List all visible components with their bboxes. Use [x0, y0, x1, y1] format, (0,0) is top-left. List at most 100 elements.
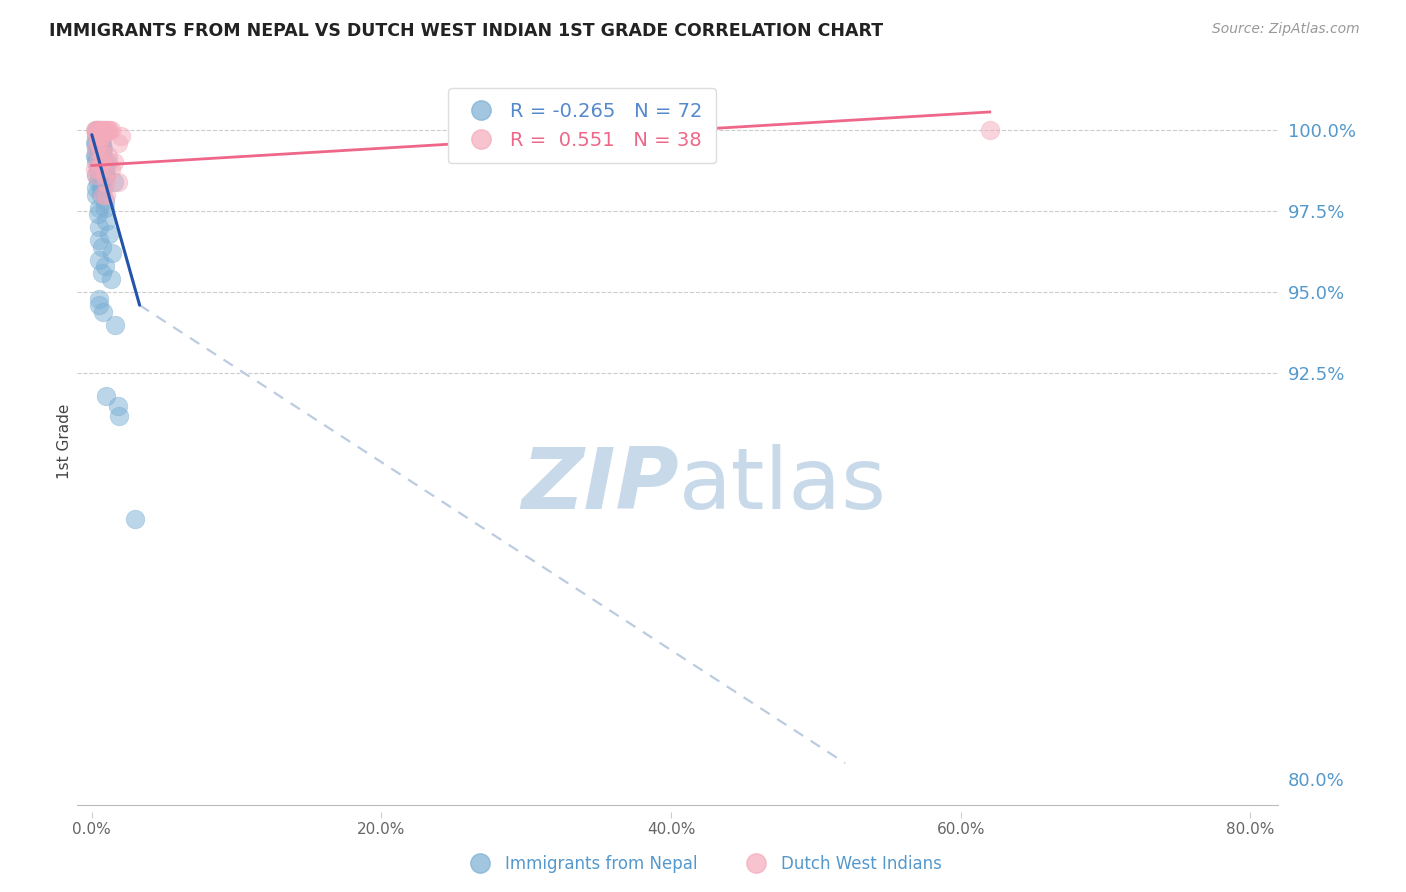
Point — [96, 187, 118, 202]
Point — [86, 155, 108, 169]
Point — [84, 142, 107, 156]
Point — [87, 136, 110, 150]
Point — [84, 155, 107, 169]
Point — [89, 123, 111, 137]
Point — [87, 220, 110, 235]
Point — [83, 149, 105, 163]
Point — [84, 129, 107, 144]
Point — [84, 123, 107, 137]
Point — [979, 123, 1001, 137]
Point — [89, 142, 111, 156]
Point — [103, 175, 125, 189]
Point — [87, 233, 110, 247]
Point — [104, 318, 127, 332]
Point — [89, 181, 111, 195]
Point — [86, 207, 108, 221]
Point — [96, 175, 118, 189]
Point — [94, 161, 117, 176]
Point — [96, 389, 118, 403]
Point — [97, 149, 120, 163]
Point — [87, 298, 110, 312]
Text: atlas: atlas — [679, 444, 886, 527]
Point — [87, 123, 110, 137]
Point — [93, 155, 115, 169]
Point — [96, 213, 118, 227]
Point — [84, 187, 107, 202]
Point — [94, 259, 117, 273]
Point — [87, 142, 110, 156]
Point — [96, 123, 118, 137]
Point — [86, 129, 108, 144]
Point — [89, 149, 111, 163]
Point — [86, 136, 108, 150]
Point — [91, 129, 114, 144]
Point — [87, 129, 110, 144]
Point — [100, 272, 122, 286]
Point — [84, 142, 107, 156]
Point — [87, 155, 110, 169]
Point — [91, 142, 114, 156]
Point — [89, 136, 111, 150]
Point — [87, 136, 110, 150]
Point — [91, 123, 114, 137]
Point — [97, 155, 120, 169]
Point — [89, 155, 111, 169]
Point — [97, 123, 120, 137]
Point — [87, 168, 110, 182]
Point — [91, 161, 114, 176]
Point — [98, 123, 121, 137]
Point — [87, 129, 110, 144]
Point — [83, 161, 105, 176]
Point — [86, 136, 108, 150]
Point — [87, 149, 110, 163]
Point — [91, 136, 114, 150]
Text: ZIP: ZIP — [520, 444, 679, 527]
Point — [100, 123, 122, 137]
Text: IMMIGRANTS FROM NEPAL VS DUTCH WEST INDIAN 1ST GRADE CORRELATION CHART: IMMIGRANTS FROM NEPAL VS DUTCH WEST INDI… — [49, 22, 883, 40]
Point — [84, 168, 107, 182]
Point — [87, 252, 110, 267]
Point — [107, 136, 129, 150]
Point — [84, 129, 107, 144]
Point — [86, 155, 108, 169]
Point — [93, 175, 115, 189]
Point — [83, 123, 105, 137]
Legend: Immigrants from Nepal, Dutch West Indians: Immigrants from Nepal, Dutch West Indian… — [457, 848, 949, 880]
Point — [86, 161, 108, 176]
Point — [124, 512, 146, 526]
Point — [87, 123, 110, 137]
Point — [84, 123, 107, 137]
Point — [108, 409, 131, 423]
Point — [84, 136, 107, 150]
Point — [93, 187, 115, 202]
Point — [93, 181, 115, 195]
Point — [98, 227, 121, 241]
Point — [93, 123, 115, 137]
Point — [93, 304, 115, 318]
Point — [87, 292, 110, 306]
Point — [83, 136, 105, 150]
Text: Source: ZipAtlas.com: Source: ZipAtlas.com — [1212, 22, 1360, 37]
Point — [91, 155, 114, 169]
Point — [89, 142, 111, 156]
Point — [94, 168, 117, 182]
Point — [87, 161, 110, 176]
Point — [89, 129, 111, 144]
Point — [91, 266, 114, 280]
Point — [86, 142, 108, 156]
Point — [91, 168, 114, 182]
Point — [89, 187, 111, 202]
Point — [84, 168, 107, 182]
Point — [87, 161, 110, 176]
Point — [107, 175, 129, 189]
Point — [91, 149, 114, 163]
Point — [86, 175, 108, 189]
Point — [91, 240, 114, 254]
Point — [93, 142, 115, 156]
Y-axis label: 1st Grade: 1st Grade — [56, 404, 72, 479]
Point — [103, 155, 125, 169]
Point — [101, 246, 124, 260]
Point — [96, 168, 118, 182]
Legend: R = -0.265   N = 72, R =  0.551   N = 38: R = -0.265 N = 72, R = 0.551 N = 38 — [447, 88, 716, 163]
Point — [100, 161, 122, 176]
